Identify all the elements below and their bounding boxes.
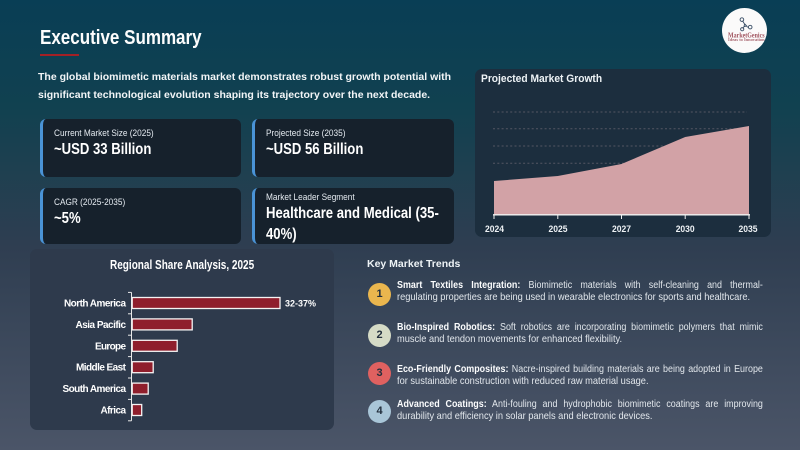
svg-text:North America: North America [64,299,126,310]
svg-text:2024: 2024 [485,224,505,235]
svg-text:South America: South America [63,384,127,395]
svg-text:Middle East: Middle East [76,363,127,374]
svg-text:2030: 2030 [676,224,695,235]
svg-text:Africa: Africa [101,406,127,417]
svg-text:Ideas to Innovation: Ideas to Innovation [728,37,765,42]
svg-text:32-37%: 32-37% [285,299,317,310]
svg-text:Asia Pacific: Asia Pacific [76,320,127,331]
svg-text:2035: 2035 [739,224,759,235]
svg-text:MarketGenics: MarketGenics [728,33,765,40]
svg-text:Europe: Europe [95,341,126,352]
svg-text:2025: 2025 [549,224,569,235]
svg-text:2027: 2027 [612,224,631,235]
